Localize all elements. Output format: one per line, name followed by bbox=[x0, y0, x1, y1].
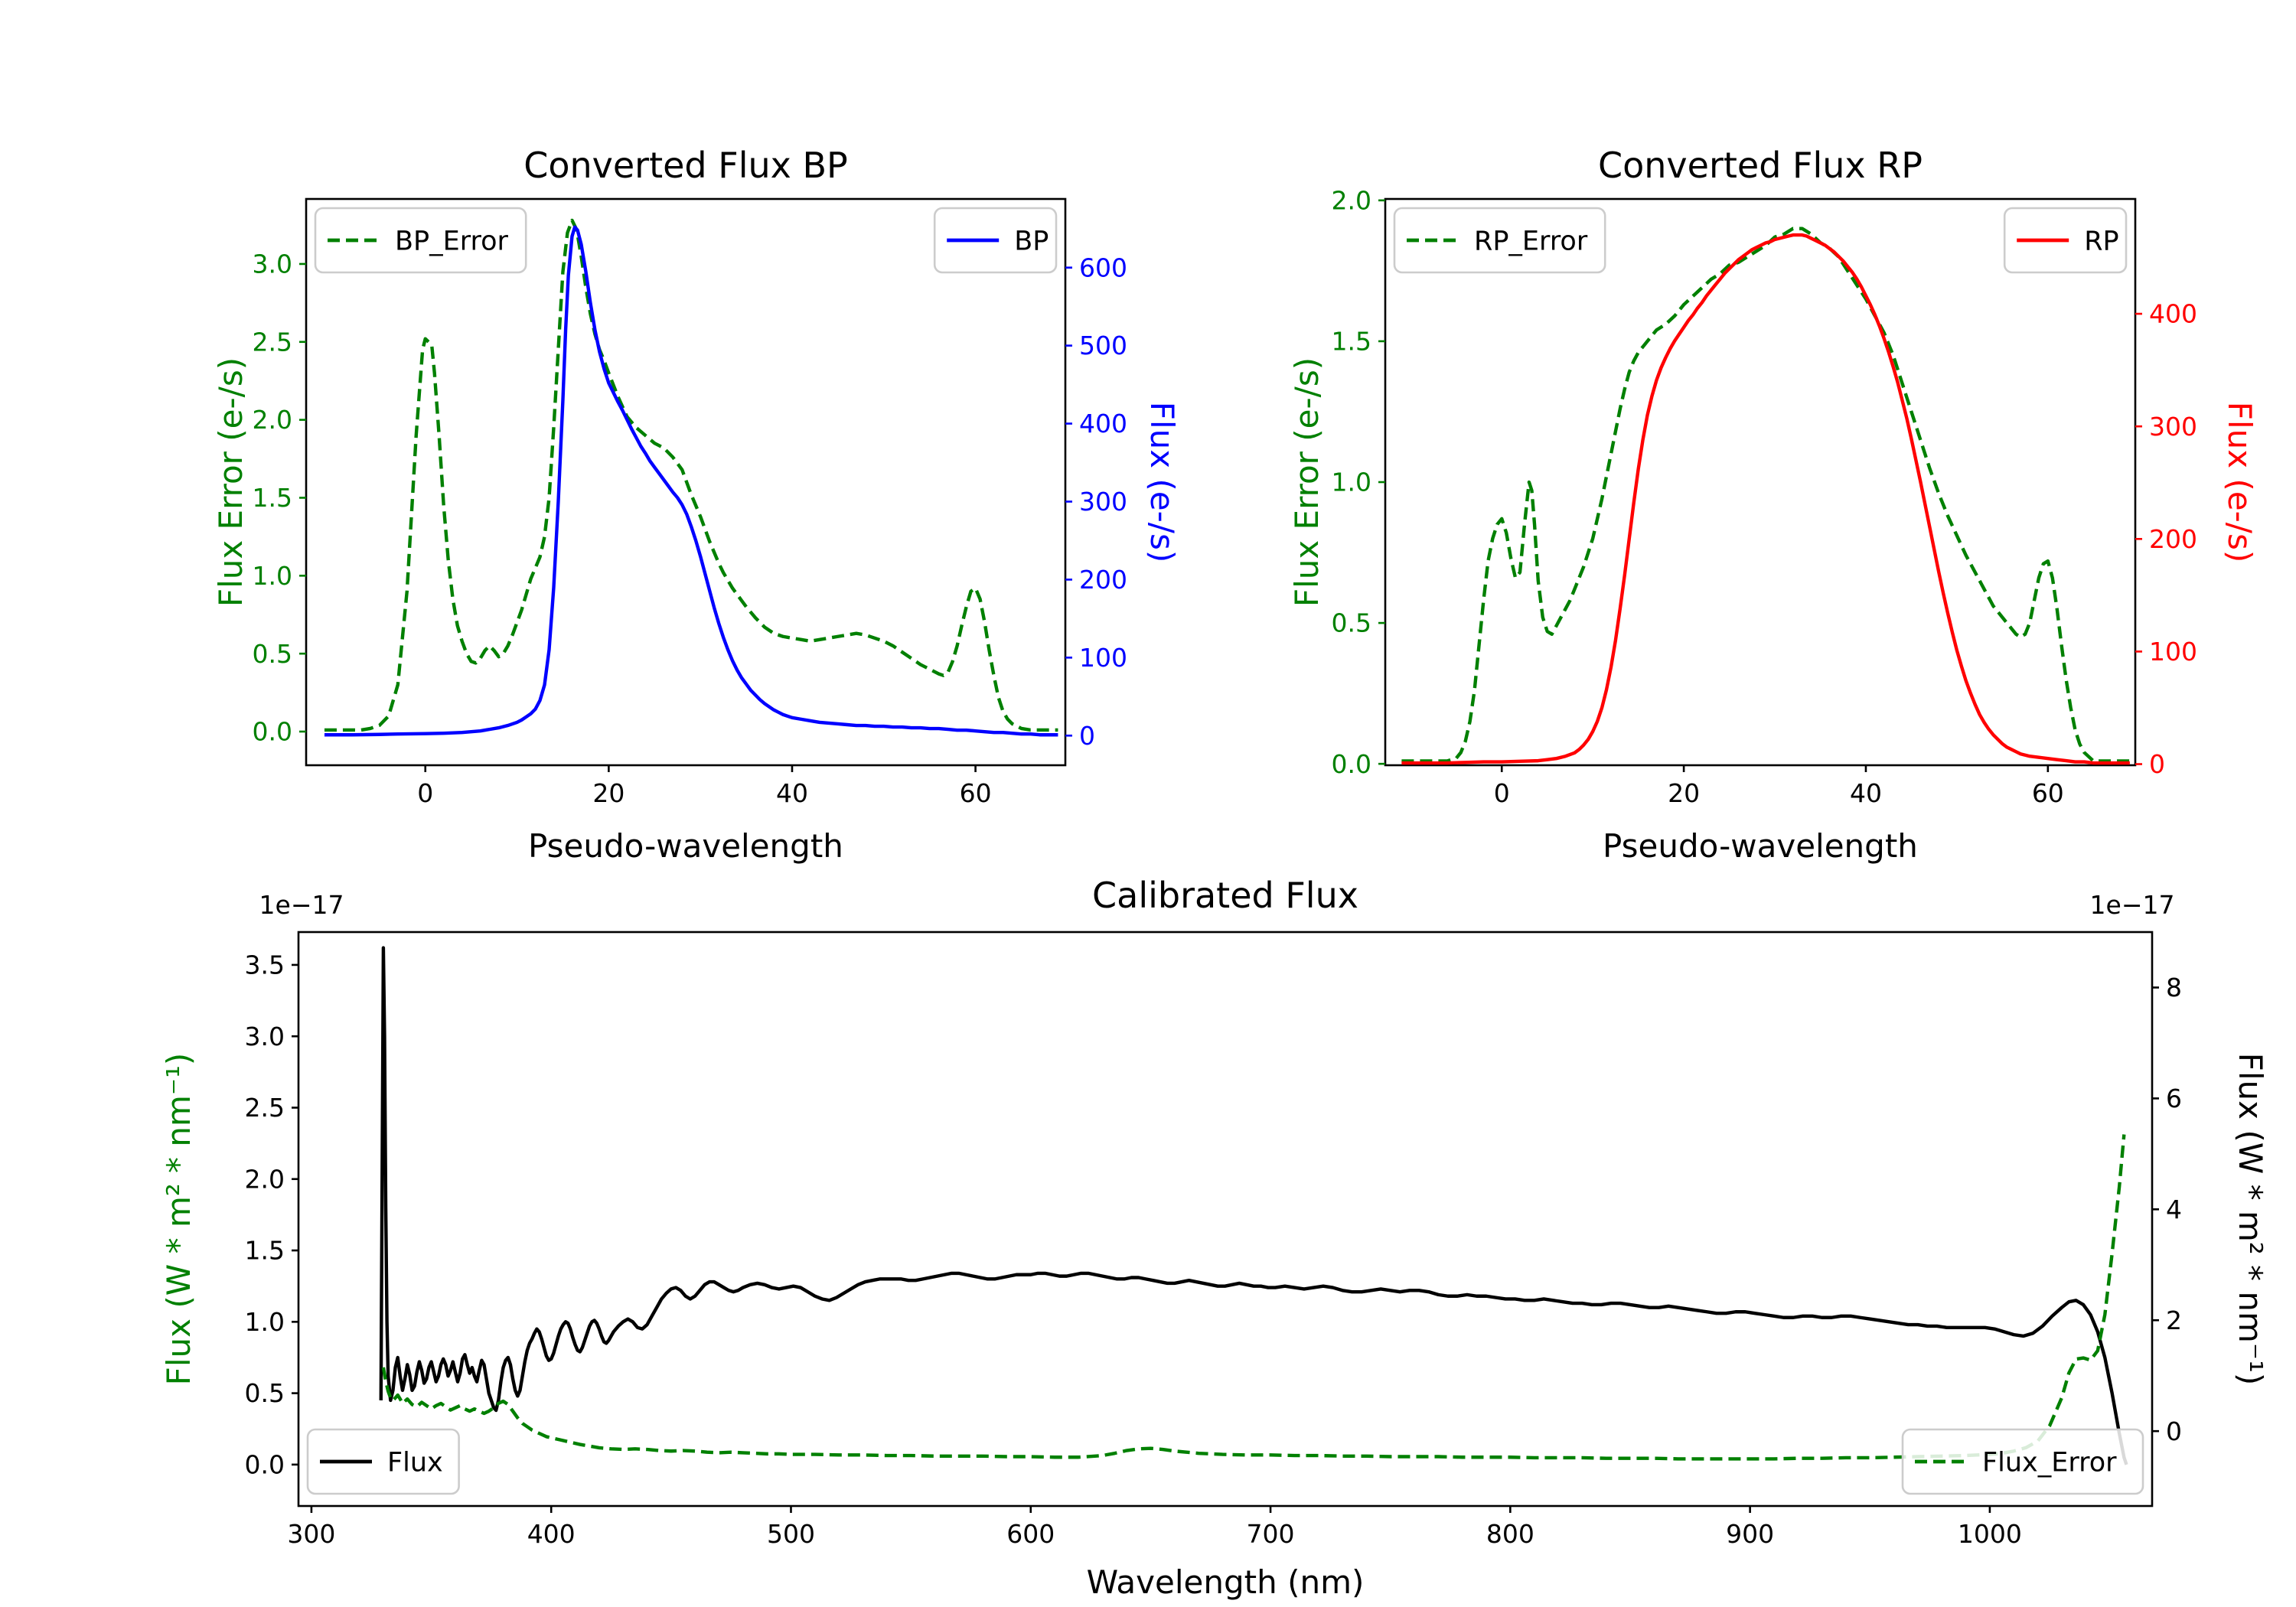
y-tick-label-right: 0 bbox=[2166, 1416, 2182, 1446]
flux-error-curve bbox=[381, 1134, 2126, 1461]
x-tick-label: 900 bbox=[1726, 1519, 1774, 1549]
axes-frame bbox=[297, 931, 2154, 1508]
y-tick-label-left: 2.0 bbox=[1332, 185, 1371, 215]
flux-curve bbox=[379, 946, 2128, 1465]
offset-text-left: 1e−17 bbox=[259, 890, 344, 920]
y-tick-label-left: 1.5 bbox=[253, 483, 292, 513]
y-tick-label-left: 1.0 bbox=[253, 561, 292, 591]
y-tick-label-right: 300 bbox=[1079, 487, 1127, 517]
y-tick-label-left: 1.5 bbox=[245, 1236, 285, 1266]
legend-label: BP_Error bbox=[395, 226, 509, 256]
x-tick-label: 20 bbox=[1668, 778, 1700, 808]
x-tick-label: 40 bbox=[776, 778, 808, 808]
y-tick-label-right: 2 bbox=[2166, 1305, 2182, 1335]
subplot-bp: 0 20 40 60 0.0 0.5 1.0 1.5 2.0 2.5 3.0 0 100 200 300 40… bbox=[212, 145, 1181, 865]
chart-title-rp: Converted Flux RP bbox=[1598, 145, 1923, 186]
x-axis-label: Wavelength (nm) bbox=[1087, 1563, 1365, 1601]
x-tick-label: 1000 bbox=[1958, 1519, 2022, 1549]
subplot-cal: 300 400 500 600 700 800 900 1000 0.0 0.5 1.0 1.5 2.0… bbox=[160, 875, 2269, 1601]
x-tick-label: 0 bbox=[417, 778, 433, 808]
y-axis-label-right: Flux (e-/s) bbox=[1143, 402, 1181, 562]
y-tick-label-left: 0.5 bbox=[245, 1378, 285, 1408]
y-tick-label-left: 2.0 bbox=[253, 405, 292, 435]
legend-label: RP bbox=[2084, 226, 2118, 256]
y-tick-label-left: 3.0 bbox=[245, 1022, 285, 1051]
legend-label: Flux_Error bbox=[1982, 1447, 2117, 1478]
x-tick-label: 60 bbox=[2032, 778, 2064, 808]
axes-frame bbox=[1384, 197, 2137, 767]
x-tick-label: 300 bbox=[287, 1519, 335, 1549]
y-tick-label-right: 0 bbox=[1079, 721, 1095, 751]
y-tick-label-left: 2.5 bbox=[245, 1093, 285, 1123]
y-tick-label-right: 8 bbox=[2166, 973, 2182, 1002]
y-tick-label-left: 3.5 bbox=[245, 950, 285, 980]
x-tick-label: 400 bbox=[527, 1519, 576, 1549]
rp-error-curve bbox=[1401, 227, 2130, 763]
legend-box bbox=[314, 207, 527, 274]
legend-box bbox=[1393, 207, 1606, 274]
legend-flux: Flux bbox=[306, 1428, 460, 1495]
legend-box bbox=[306, 1428, 460, 1495]
legend-label: RP_Error bbox=[1474, 226, 1588, 256]
y-tick-label-left: 2.0 bbox=[245, 1164, 285, 1194]
y-axis-label-right: Flux (W * m² * nm⁻¹) bbox=[2232, 1053, 2269, 1386]
chart-title-bp: Converted Flux BP bbox=[523, 145, 848, 186]
y-tick-label-left: 1.5 bbox=[1332, 327, 1371, 357]
y-tick-label-right: 200 bbox=[1079, 565, 1127, 595]
x-tick-label: 40 bbox=[1850, 778, 1882, 808]
x-tick-label: 60 bbox=[960, 778, 992, 808]
axes-frame bbox=[305, 197, 1067, 767]
subplot-rp: 0 20 40 60 0.0 0.5 1.0 1.5 2.0 0 100 200 300 400 Conve… bbox=[1288, 145, 2258, 865]
x-tick-label: 0 bbox=[1494, 778, 1510, 808]
y-tick-label-left: 1.0 bbox=[1332, 468, 1371, 497]
legend-box bbox=[1901, 1428, 2144, 1495]
y-tick-label-left: 3.0 bbox=[253, 249, 292, 279]
y-tick-label-right: 4 bbox=[2166, 1195, 2182, 1224]
y-tick-label-left: 2.5 bbox=[253, 327, 292, 357]
legend-rp: RP bbox=[2003, 207, 2128, 274]
y-tick-label-right: 6 bbox=[2166, 1084, 2182, 1113]
y-tick-label-right: 100 bbox=[1079, 643, 1127, 673]
y-axis-label-left: Flux Error (e-/s) bbox=[212, 357, 249, 607]
chart-title-cal: Calibrated Flux bbox=[1092, 875, 1358, 916]
y-tick-label-right: 100 bbox=[2149, 637, 2197, 667]
x-axis-label: Pseudo-wavelength bbox=[1603, 827, 1918, 865]
y-tick-label-right: 0 bbox=[2149, 749, 2165, 779]
x-tick-label: 800 bbox=[1486, 1519, 1534, 1549]
legend-label: Flux bbox=[387, 1447, 443, 1478]
x-tick-label: 500 bbox=[767, 1519, 815, 1549]
y-axis-label-right: Flux (e-/s) bbox=[2221, 402, 2258, 562]
legend-flux-error: Flux_Error bbox=[1901, 1428, 2144, 1495]
y-tick-label-left: 0.0 bbox=[245, 1449, 285, 1479]
legend-bp-error: BP_Error bbox=[314, 207, 527, 274]
y-tick-label-left: 1.0 bbox=[245, 1307, 285, 1337]
legend-bp: BP bbox=[933, 207, 1058, 274]
bp-curve bbox=[324, 225, 1058, 737]
y-tick-label-right: 400 bbox=[1079, 409, 1127, 438]
bp-error-curve bbox=[324, 218, 1058, 732]
x-tick-label: 700 bbox=[1247, 1519, 1295, 1549]
y-tick-label-right: 300 bbox=[2149, 412, 2197, 442]
x-axis-label: Pseudo-wavelength bbox=[528, 827, 843, 865]
y-tick-label-right: 200 bbox=[2149, 524, 2197, 554]
y-tick-label-right: 500 bbox=[1079, 331, 1127, 360]
legend-label: BP bbox=[1014, 226, 1049, 256]
y-axis-label-left: Flux (W * m² * nm⁻¹) bbox=[160, 1053, 197, 1386]
x-tick-label: 600 bbox=[1006, 1519, 1055, 1549]
y-tick-label-right: 400 bbox=[2149, 299, 2197, 329]
legend-rp-error: RP_Error bbox=[1393, 207, 1606, 274]
y-tick-label-left: 0.0 bbox=[253, 717, 292, 747]
offset-text-right: 1e−17 bbox=[2090, 890, 2175, 920]
y-axis-label-left: Flux Error (e-/s) bbox=[1288, 357, 1326, 607]
y-tick-label-left: 0.5 bbox=[253, 639, 292, 669]
x-tick-label: 20 bbox=[592, 778, 625, 808]
rp-curve bbox=[1401, 233, 2130, 765]
y-tick-label-right: 600 bbox=[1079, 253, 1127, 282]
y-tick-label-left: 0.5 bbox=[1332, 608, 1371, 638]
y-tick-label-left: 0.0 bbox=[1332, 749, 1371, 779]
